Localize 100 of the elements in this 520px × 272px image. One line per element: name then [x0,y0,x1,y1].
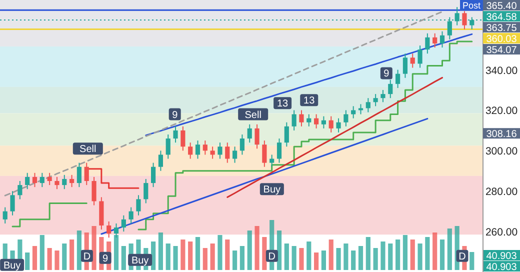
candlestick [240,134,244,156]
candlestick [151,162,156,188]
candlestick [351,106,356,119]
bar [344,244,348,270]
candlestick [173,126,178,144]
candlestick [210,146,215,160]
candlestick [54,176,60,190]
line-series [4,10,443,196]
text: 40.903 [486,251,518,262]
candlestick [314,114,319,129]
text: 354.07 [486,45,518,56]
candlestick [40,172,44,188]
candlestick [232,146,238,164]
bar [70,240,74,270]
candlestick [18,180,22,200]
bar [151,242,156,270]
annotation: Buy [3,260,21,272]
annotation: 9 [172,110,178,121]
candlestick [276,138,282,164]
annotation: Sell [244,110,262,121]
y-tick-label: 260.00 [485,226,518,239]
annotation: Post [462,0,481,10]
candlestick [121,214,126,232]
bar [321,250,326,270]
bar [380,242,386,270]
candlestick [299,110,304,127]
bar [254,226,260,270]
ref-line-label: 360.03 [486,34,518,46]
candlestick [358,104,364,115]
candlestick [247,124,252,144]
candlestick [388,79,393,99]
bar [202,248,208,270]
bar [92,226,96,270]
candlestick [202,140,208,156]
candlestick [292,110,296,131]
candlestick [336,118,341,133]
bar [314,252,319,270]
candlestick [195,140,200,160]
candlestick [373,94,378,107]
candlestick [440,30,445,48]
bar [47,248,52,270]
text: 365.40 [486,1,518,12]
candlestick [462,10,467,30]
bar [299,248,304,270]
candlestick [25,172,30,190]
bar [232,250,238,270]
line-series [226,76,443,198]
bar [76,230,82,270]
annotation: Buy [263,184,281,196]
candlestick [32,172,38,188]
bar [358,246,364,270]
y-tick-label: 300.00 [485,146,518,158]
candlestick [92,176,96,206]
y-tick-label: 340.00 [485,64,518,77]
annotation: 9 [102,253,109,264]
bar [402,235,408,270]
candlestick [284,122,289,148]
bar [440,240,445,270]
candlestick [218,142,222,160]
bar [284,244,289,270]
bar [180,240,186,270]
candlestick [366,98,370,113]
line-series [145,33,473,136]
candlestick [70,174,74,188]
candlestick [225,142,230,164]
text: 40.903 [486,262,518,272]
candlestick [262,140,267,168]
bar [62,244,67,270]
candlestick [418,45,422,68]
candlestick [47,172,52,186]
candlestick [144,178,148,204]
bar [25,252,30,270]
candlestick [2,206,8,224]
candlestick [84,162,89,186]
bar [396,240,400,270]
bar [292,246,296,270]
text: 363.75 [486,23,518,34]
candlestick [306,114,312,127]
bar [54,250,60,270]
annotation: D [83,251,91,262]
bar [195,237,200,270]
candlestick [425,32,430,54]
bar [225,240,230,270]
bar [418,244,422,270]
candlestick [188,142,193,160]
candlestick [254,124,260,150]
annotation: D [458,251,466,262]
ref-line-label: 364.58 [486,12,518,24]
bar [218,235,222,270]
y-tick-label: 280.00 [485,186,518,198]
bar [240,246,244,270]
y-tick-label: 320.00 [485,105,518,118]
annotation: D [268,251,276,262]
candlestick [128,206,134,224]
candlestick [270,154,274,168]
candlestick [402,53,408,78]
candlestick [180,126,186,152]
bar [447,228,452,270]
bar [410,240,415,270]
candlestick [344,110,348,127]
